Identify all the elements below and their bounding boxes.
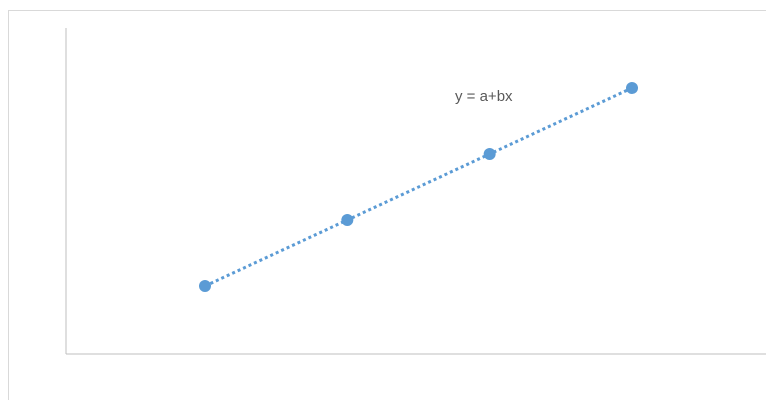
trendline (204, 86, 633, 288)
chart-area (8, 10, 766, 400)
data-points (199, 82, 638, 292)
data-point (341, 214, 354, 226)
data-point (626, 82, 638, 94)
data-point (199, 280, 211, 292)
trendline-equation-label: y = a+bx (455, 88, 513, 105)
data-point (483, 148, 496, 160)
